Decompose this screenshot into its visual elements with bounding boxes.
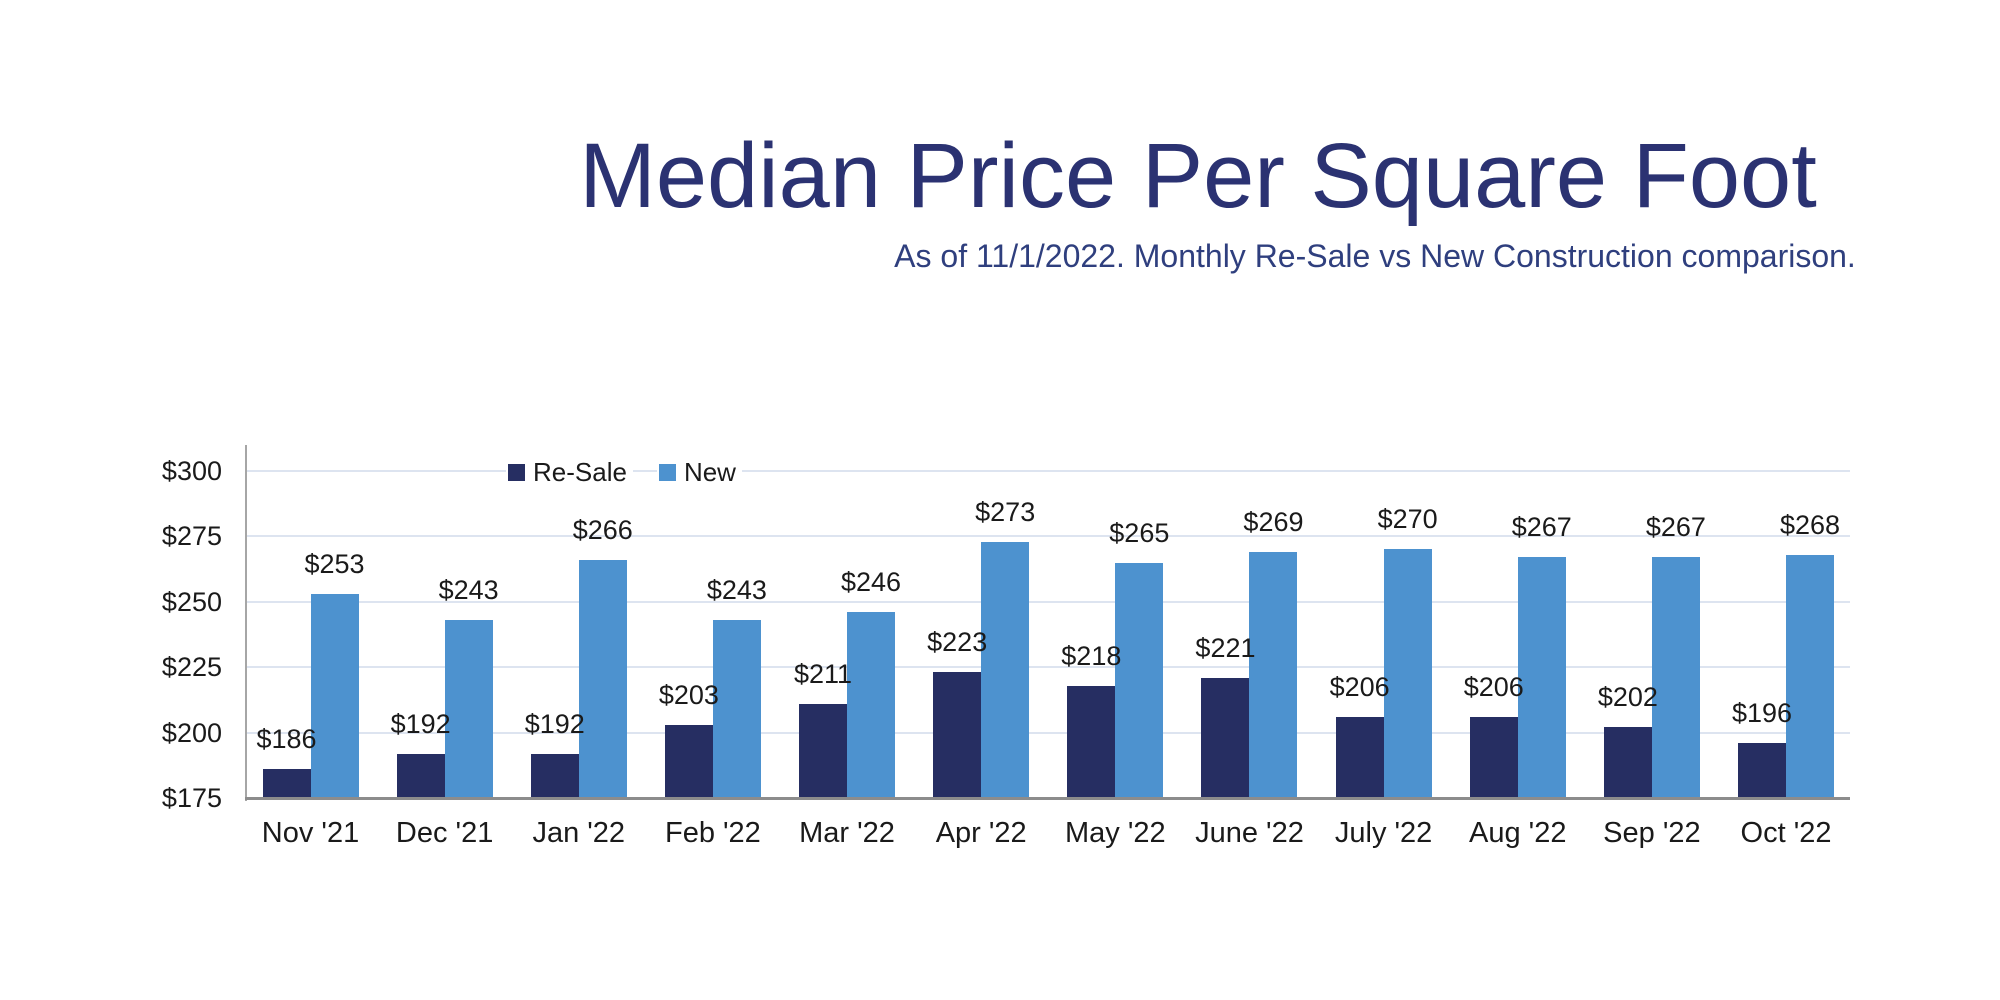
bar-re-sale-apr-22 (933, 672, 982, 798)
x-tick-label-nov-21: Nov '21 (261, 817, 360, 849)
legend-item-new: New (656, 456, 742, 488)
bar-new-apr-22 (981, 541, 1030, 798)
x-tick-label-june-22: June '22 (1195, 817, 1304, 849)
chart-subtitle: As of 11/1/2022. Monthly Re-Sale vs New … (894, 238, 1856, 274)
bar-re-sale-may-22 (1067, 685, 1116, 798)
value-label-re-sale-may-22: $218 (1061, 640, 1122, 671)
y-tick-label-225: $225 (161, 652, 222, 683)
legend-swatch-new-icon (658, 463, 676, 481)
bar-new-oct-22 (1786, 554, 1835, 798)
bar-new-dec-21 (444, 620, 493, 798)
bar-new-mar-22 (847, 612, 896, 798)
bar-re-sale-dec-21 (396, 753, 445, 798)
bar-re-sale-oct-22 (1738, 743, 1787, 798)
y-tick-label-200: $200 (161, 717, 222, 748)
x-tick-label-jan-22: Jan '22 (532, 817, 626, 849)
bar-re-sale-june-22 (1201, 677, 1250, 798)
bar-new-feb-22 (712, 620, 761, 798)
bar-new-aug-22 (1517, 557, 1566, 798)
x-tick-label-aug-22: Aug '22 (1469, 817, 1567, 849)
value-label-re-sale-mar-22: $211 (794, 658, 853, 689)
gridline-225 (245, 666, 1850, 669)
bar-new-sep-22 (1651, 557, 1700, 798)
legend-swatch-resale-icon (508, 463, 525, 481)
bar-new-may-22 (1115, 562, 1164, 798)
gridline-250 (245, 600, 1850, 603)
bar-re-sale-aug-22 (1469, 716, 1518, 798)
value-label-re-sale-july-22: $206 (1329, 671, 1390, 702)
bar-new-jan-22 (578, 559, 627, 798)
bar-new-june-22 (1249, 552, 1298, 798)
legend-label-new: New (683, 457, 736, 487)
gridline-275 (245, 535, 1850, 538)
value-label-re-sale-feb-22: $203 (658, 679, 719, 710)
bar-re-sale-july-22 (1335, 716, 1384, 798)
value-label-new-june-22: $269 (1243, 507, 1304, 538)
value-label-new-jan-22: $266 (572, 514, 633, 545)
y-axis-line (245, 445, 247, 801)
x-tick-label-feb-22: Feb '22 (664, 817, 761, 849)
legend-label-resale: Re-Sale (533, 457, 627, 487)
value-label-new-nov-21: $253 (304, 548, 365, 579)
legend: Re-Sale New (506, 456, 742, 488)
value-label-re-sale-oct-22: $196 (1731, 698, 1793, 729)
x-tick-label-apr-22: Apr '22 (935, 817, 1027, 849)
value-label-new-sep-22: $267 (1645, 512, 1706, 543)
value-label-new-feb-22: $243 (706, 575, 767, 606)
x-tick-label-july-22: July '22 (1334, 817, 1433, 849)
x-tick-label-mar-22: Mar '22 (799, 817, 895, 849)
value-label-re-sale-nov-21: $186 (256, 724, 317, 755)
bar-new-july-22 (1383, 549, 1432, 798)
value-label-re-sale-dec-21: $192 (390, 708, 451, 739)
bar-re-sale-nov-21 (262, 769, 311, 798)
value-label-re-sale-aug-22: $206 (1463, 671, 1524, 702)
value-label-new-july-22: $270 (1377, 504, 1438, 535)
value-label-new-mar-22: $246 (841, 567, 902, 598)
bar-re-sale-mar-22 (799, 703, 848, 798)
value-label-re-sale-june-22: $221 (1195, 632, 1256, 663)
x-tick-label-dec-21: Dec '21 (395, 817, 494, 849)
x-tick-label-may-22: May '22 (1065, 817, 1166, 849)
chart-title: Median Price Per Square Foot (579, 125, 1817, 227)
value-label-re-sale-sep-22: $202 (1597, 682, 1658, 713)
x-tick-label-oct-22: Oct '22 (1740, 817, 1832, 849)
gridline-300 (245, 470, 1850, 472)
bar-re-sale-jan-22 (530, 753, 579, 798)
gridline-200 (245, 731, 1850, 734)
y-tick-label-175: $175 (161, 783, 222, 813)
bar-re-sale-feb-22 (664, 724, 713, 798)
bar-re-sale-sep-22 (1603, 727, 1652, 798)
x-tick-label-sep-22: Sep '22 (1603, 817, 1701, 849)
value-label-new-dec-21: $243 (438, 575, 499, 606)
value-label-new-oct-22: $268 (1779, 509, 1841, 540)
y-tick-label-300: $300 (161, 456, 222, 486)
y-tick-label-275: $275 (161, 521, 222, 552)
value-label-re-sale-apr-22: $223 (927, 627, 988, 658)
value-label-new-may-22: $265 (1109, 517, 1170, 548)
x-axis-line (245, 797, 1850, 800)
value-label-new-apr-22: $273 (975, 496, 1036, 527)
legend-item-resale: Re-Sale (506, 456, 633, 488)
bar-new-nov-21 (310, 593, 359, 798)
value-label-new-aug-22: $267 (1511, 512, 1572, 543)
value-label-re-sale-jan-22: $192 (524, 708, 585, 739)
y-tick-label-250: $250 (161, 586, 222, 617)
